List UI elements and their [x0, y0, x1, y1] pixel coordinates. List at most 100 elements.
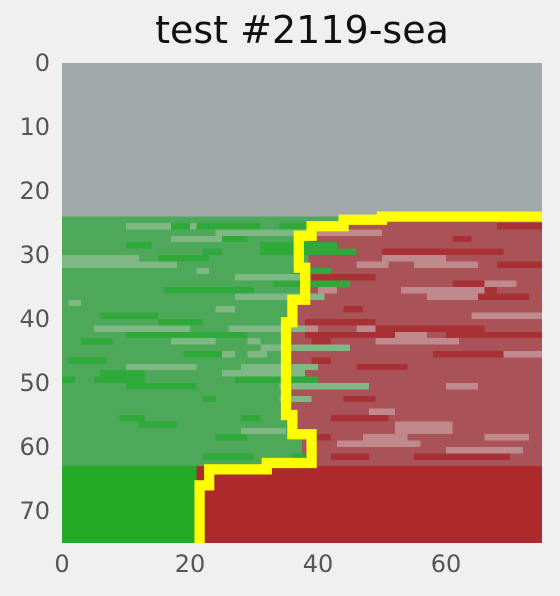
texture-streak: [503, 351, 542, 358]
texture-streak: [158, 255, 210, 262]
sky-region: [62, 63, 542, 217]
green-region-row: [62, 248, 309, 255]
texture-streak: [446, 331, 498, 339]
texture-streak: [484, 434, 530, 441]
red-region-row: [302, 280, 542, 287]
texture-streak: [183, 319, 197, 326]
texture-streak: [375, 338, 459, 345]
texture-streak: [100, 370, 146, 377]
texture-streak: [202, 395, 216, 403]
red-region-row: [289, 402, 542, 409]
red-region-row: [302, 293, 542, 300]
texture-streak: [343, 306, 363, 313]
texture-streak: [215, 287, 254, 294]
texture-streak: [94, 376, 146, 383]
x-tick-label: 0: [54, 550, 70, 578]
texture-streak: [318, 287, 338, 294]
green-region-row: [62, 293, 302, 300]
texture-streak: [68, 357, 107, 364]
texture-streak: [241, 427, 286, 435]
texture-streak: [126, 223, 197, 230]
red-region-row: [302, 434, 542, 441]
green-region-row: [62, 376, 286, 383]
texture-streak: [471, 312, 542, 319]
y-tick-label: 60: [19, 433, 50, 461]
x-tick-label: 60: [430, 550, 462, 578]
y-tick-label: 0: [34, 49, 50, 77]
texture-streak: [196, 223, 261, 230]
red-region-row: [308, 242, 542, 249]
texture-streak: [394, 427, 453, 435]
texture-streak: [222, 370, 261, 377]
red-region-row: [289, 415, 542, 422]
texture-streak: [241, 415, 261, 422]
red-region-row: [286, 370, 542, 377]
figure-title: test #2119-sea: [155, 8, 449, 52]
texture-streak: [401, 287, 491, 294]
red-region-row: [308, 235, 542, 243]
texture-streak: [215, 306, 235, 313]
red-region-row: [302, 274, 542, 281]
green-region-row: [62, 312, 293, 319]
segmentation-image: [62, 63, 542, 543]
y-tick-label: 40: [19, 305, 50, 333]
green-region-row: [62, 280, 302, 287]
green-region-row: [62, 408, 290, 415]
texture-streak: [170, 338, 216, 345]
green-region-row: [62, 415, 290, 422]
texture-streak: [292, 453, 306, 460]
texture-streak: [484, 351, 504, 358]
green-region-row: [62, 216, 350, 223]
red-region-row: [302, 440, 542, 447]
green-region-row: [62, 427, 290, 435]
texture-streak: [337, 440, 421, 447]
texture-streak: [484, 287, 498, 294]
texture-streak: [62, 261, 146, 268]
texture-streak: [330, 415, 389, 422]
texture-streak: [414, 453, 510, 460]
texture-streak: [497, 261, 542, 268]
green-region-row: [62, 459, 280, 467]
texture-streak: [292, 280, 350, 287]
texture-streak: [305, 331, 395, 339]
red-region-row: [286, 344, 542, 351]
texture-streak: [311, 434, 331, 441]
texture-streak: [311, 274, 376, 281]
texture-streak: [382, 248, 466, 255]
texture-streak: [202, 248, 222, 255]
texture-streak: [446, 383, 478, 390]
texture-streak: [126, 363, 197, 371]
texture-streak: [94, 325, 190, 332]
green-region-row: [62, 395, 290, 403]
texture-streak: [286, 325, 306, 332]
texture-streak: [170, 223, 190, 230]
red-solid-region: [196, 466, 542, 543]
green-region-row: [62, 242, 309, 249]
texture-streak: [241, 229, 312, 236]
texture-streak: [279, 383, 370, 390]
texture-streak: [356, 363, 408, 371]
texture-streak: [356, 261, 389, 268]
texture-streak: [362, 434, 408, 441]
texture-streak: [234, 274, 306, 281]
texture-streak: [388, 331, 427, 339]
y-tick-label: 10: [19, 113, 50, 141]
texture-streak: [247, 338, 261, 345]
texture-streak: [170, 331, 248, 339]
texture-streak: [414, 261, 478, 268]
texture-streak: [215, 235, 248, 243]
texture-streak: [343, 395, 376, 403]
texture-streak: [465, 293, 530, 300]
texture-streak: [215, 434, 248, 441]
texture-streak: [68, 299, 82, 307]
texture-streak: [126, 383, 197, 390]
red-region-row: [279, 459, 542, 467]
red-region-row: [286, 389, 542, 396]
texture-streak: [138, 421, 178, 428]
y-tick-label: 20: [19, 177, 50, 205]
texture-streak: [311, 338, 331, 345]
x-tick-label: 20: [174, 550, 206, 578]
texture-streak: [369, 408, 395, 415]
texture-streak: [426, 293, 478, 300]
texture-streak: [100, 312, 158, 319]
